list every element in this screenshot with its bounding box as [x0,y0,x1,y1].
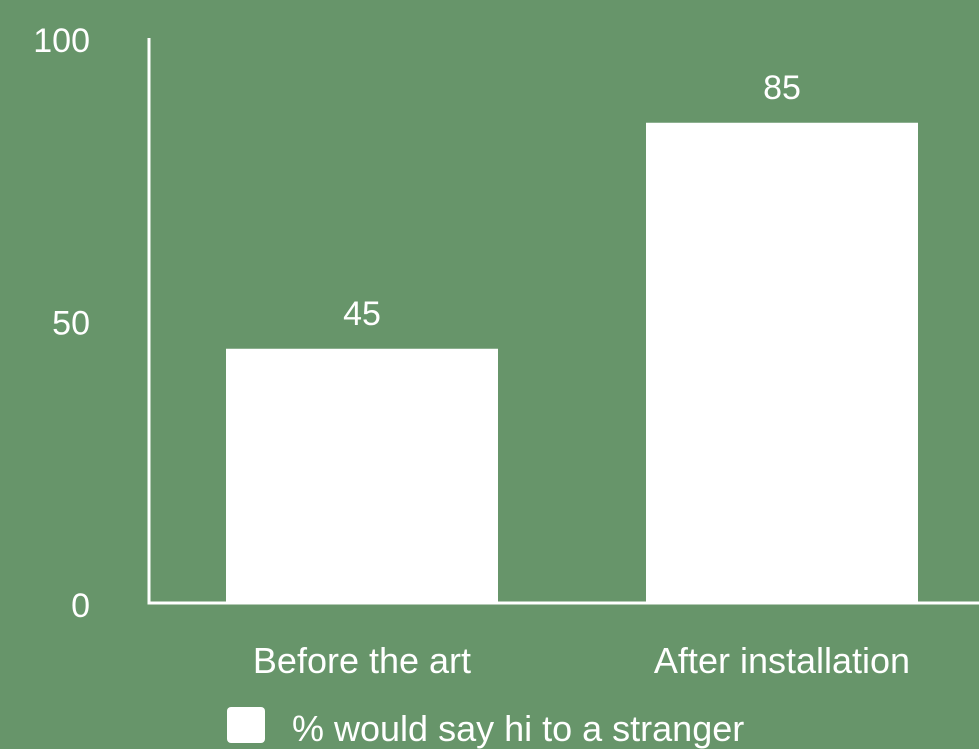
bar-value-label-0: 45 [343,295,381,333]
legend-swatch [227,707,265,743]
legend-label: % would say hi to a stranger [292,708,744,749]
bar-value-label-1: 85 [763,69,801,107]
y-tick-label-0: 0 [71,587,90,625]
bar-0 [226,348,498,602]
category-label-1: After installation [654,640,910,681]
y-tick-label-100: 100 [33,22,90,60]
category-label-0: Before the art [253,640,471,681]
y-tick-label-50: 50 [52,305,90,343]
bar-1 [646,122,918,602]
